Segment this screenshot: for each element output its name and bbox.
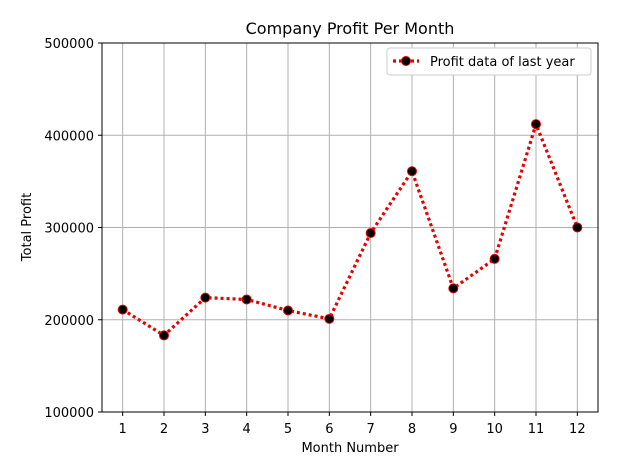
data-point [200,292,211,303]
series-group [117,119,583,341]
data-point [159,330,169,341]
data-point [407,166,417,177]
y-tick-label: 100000 [44,406,94,421]
x-tick-label: 5 [284,422,292,437]
data-point [283,305,293,316]
x-tick-label: 6 [325,422,333,437]
grid-lines [102,42,598,413]
x-tick-label: 12 [569,422,586,437]
x-tick-label: 3 [201,422,209,437]
legend-label: Profit data of last year [430,55,575,70]
y-tick-label: 300000 [44,222,94,237]
x-tick-label: 10 [486,422,503,437]
data-point [489,253,500,264]
x-tick-label: 2 [160,422,168,437]
data-point [117,304,128,315]
data-point [241,294,252,305]
x-tick-label: 11 [528,422,545,437]
data-point [365,228,376,239]
x-axis-label: Month Number [301,441,399,456]
data-point [448,283,459,294]
y-tick-label: 500000 [44,37,94,52]
data-point [572,222,583,233]
y-axis-label: Total Profit [20,193,35,262]
x-tick-label: 7 [367,422,375,437]
y-axis-ticks: 100000 200000 300000 400000 500000 [44,37,102,421]
chart-title: Company Profit Per Month [246,19,455,38]
legend-marker-sample [401,56,411,66]
x-tick-label: 4 [243,422,251,437]
data-point [531,119,541,130]
x-tick-label: 9 [449,422,457,437]
y-tick-label: 400000 [44,129,94,144]
legend: Profit data of last year [386,47,592,76]
series-line [121,122,579,338]
data-point [324,313,335,324]
x-axis-ticks: 1 2 3 4 5 6 7 8 9 10 11 12 [119,412,586,437]
legend-box [386,47,592,76]
x-tick-label: 1 [119,422,127,437]
y-tick-label: 200000 [44,314,94,329]
x-tick-label: 8 [408,422,416,437]
